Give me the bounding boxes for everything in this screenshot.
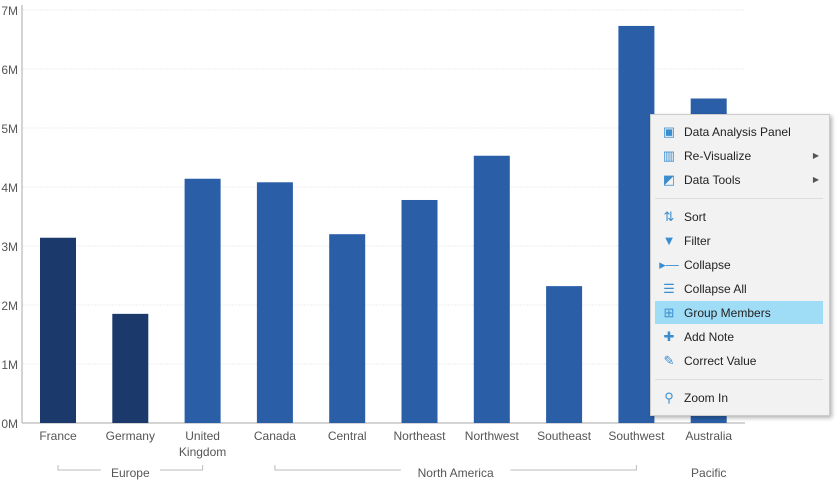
menu-item-label: Data Analysis Panel xyxy=(684,124,791,139)
menu-item-label: Group Members xyxy=(684,305,771,320)
group-bracket xyxy=(57,465,204,471)
menu-item-label: Add Note xyxy=(684,329,735,344)
menu-item-group-members[interactable]: ⊞ Group Members xyxy=(655,301,823,324)
collapse-icon: ▸— xyxy=(659,256,679,272)
menu-item-label: Data Tools xyxy=(684,172,741,187)
y-tick-label: 3M xyxy=(1,240,18,254)
submenu-arrow-icon: ▶ xyxy=(812,175,819,184)
menu-item-zoom-in[interactable]: ⚲ Zoom In xyxy=(655,386,823,409)
menu-item-data-tools[interactable]: ◩ Data Tools ▶ xyxy=(655,168,823,191)
group-label: Pacific xyxy=(691,466,726,480)
zoom-in-icon: ⚲ xyxy=(664,389,674,405)
menu-item-collapse[interactable]: ▸— Collapse xyxy=(655,253,823,276)
collapse-all-icon: ☰ xyxy=(663,280,675,296)
menu-item-filter[interactable]: ▼ Filter xyxy=(655,229,823,252)
add-note-icon: ✚ xyxy=(663,328,675,344)
x-tick-label: Germany xyxy=(106,429,155,443)
menu-item-collapse-all[interactable]: ☰ Collapse All xyxy=(655,277,823,300)
menu-item-label: Re-Visualize xyxy=(684,148,752,163)
bar[interactable] xyxy=(112,313,149,423)
x-tick-label: Southwest xyxy=(608,429,665,443)
bar[interactable] xyxy=(546,286,583,423)
x-tick-label: Canada xyxy=(254,429,296,443)
x-tick-label: France xyxy=(39,429,77,443)
y-tick-label: 1M xyxy=(1,358,18,372)
group-bracket xyxy=(274,465,637,471)
menu-item-sort[interactable]: ⇅ Sort xyxy=(655,205,823,228)
x-tick-label: Northeast xyxy=(393,429,446,443)
correct-value-icon: ✎ xyxy=(663,352,675,368)
y-tick-label: 4M xyxy=(1,181,18,195)
bar[interactable] xyxy=(473,155,510,424)
data-analysis-icon: ▣ xyxy=(662,123,676,139)
menu-item-label: Zoom In xyxy=(684,390,729,405)
bar[interactable] xyxy=(40,237,76,423)
menu-separator xyxy=(655,198,823,199)
menu-item-correct-value[interactable]: ✎ Correct Value xyxy=(655,349,823,372)
bar[interactable] xyxy=(184,178,221,423)
menu-item-data-analysis-panel[interactable]: ▣ Data Analysis Panel xyxy=(655,120,823,143)
group-members-icon: ⊞ xyxy=(663,304,675,320)
filter-icon: ▼ xyxy=(662,233,676,248)
y-tick-label: 2M xyxy=(1,299,18,313)
y-tick-label: 5M xyxy=(1,122,18,136)
menu-item-label: Sort xyxy=(684,209,707,224)
y-tick-label: 6M xyxy=(1,63,18,77)
submenu-arrow-icon: ▶ xyxy=(812,151,819,160)
bar[interactable] xyxy=(618,25,655,424)
menu-item-label: Collapse All xyxy=(684,281,747,296)
bar[interactable] xyxy=(256,182,293,423)
bar[interactable] xyxy=(401,199,438,423)
menu-item-label: Filter xyxy=(684,233,711,248)
x-tick-label: Kingdom xyxy=(179,445,226,459)
group-label: North America xyxy=(418,466,494,480)
menu-item-label: Correct Value xyxy=(684,353,757,368)
x-tick-label: United xyxy=(185,429,220,443)
group-label: Europe xyxy=(111,466,150,480)
menu-item-re-visualize[interactable]: ▥ Re-Visualize ▶ xyxy=(655,144,823,167)
bar[interactable] xyxy=(329,234,366,423)
x-tick-label: Australia xyxy=(685,429,732,443)
sort-icon: ⇅ xyxy=(663,208,675,224)
menu-item-label: Collapse xyxy=(684,257,731,272)
menu-separator xyxy=(655,379,823,380)
menu-item-add-note[interactable]: ✚ Add Note xyxy=(655,325,823,348)
revisualize-icon: ▥ xyxy=(662,147,676,163)
context-menu: ▣ Data Analysis Panel ▥ Re-Visualize ▶ ◩ Data … xyxy=(650,114,830,416)
x-tick-label: Central xyxy=(328,429,367,443)
y-tick-label: 7M xyxy=(1,4,18,18)
x-tick-label: Southeast xyxy=(537,429,592,443)
data-tools-icon: ◩ xyxy=(662,171,676,187)
x-tick-label: Northwest xyxy=(465,429,520,443)
y-tick-label: 0M xyxy=(1,417,18,431)
